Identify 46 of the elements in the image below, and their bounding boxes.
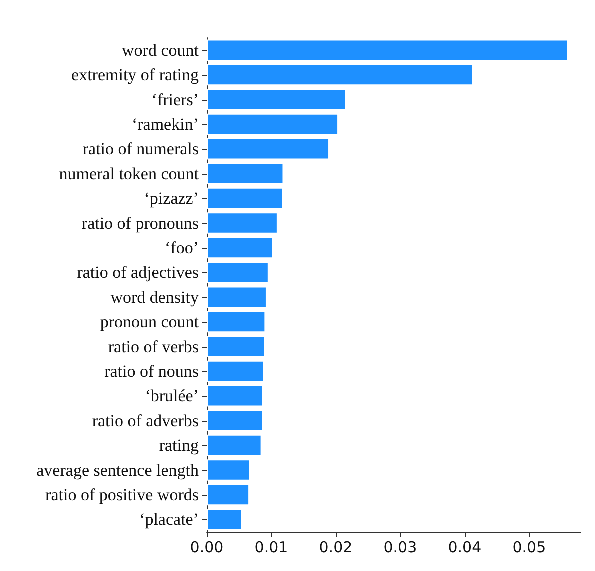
bar	[207, 286, 267, 308]
x-tick-label: 0.05	[512, 538, 546, 556]
bar	[207, 64, 474, 86]
x-tick-label: 0.03	[384, 538, 418, 556]
y-tick-label: average sentence length	[36, 460, 200, 480]
bar	[207, 336, 266, 358]
x-tick-label: 0.00	[190, 538, 224, 556]
y-tick-label: numeral token count	[59, 164, 200, 184]
bar	[207, 311, 266, 333]
y-tick-label: ‘placate’	[140, 510, 199, 530]
bar	[207, 114, 339, 136]
y-tick-label: pronoun count	[100, 312, 200, 332]
y-tick-label: ratio of verbs	[108, 337, 199, 356]
y-tick-label: ‘foo’	[165, 238, 199, 258]
y-tick-label: ratio of adjectives	[77, 263, 199, 282]
bar	[207, 262, 269, 284]
bar	[207, 163, 284, 184]
x-tick-label: 0.02	[319, 538, 353, 556]
bar	[207, 138, 330, 160]
bar	[207, 509, 242, 530]
y-tick-label: ratio of positive words	[46, 485, 199, 504]
bar	[207, 434, 262, 456]
y-tick-label: word count	[122, 40, 200, 60]
y-tick-label: extremity of rating	[72, 66, 200, 85]
y-tick-label: ratio of pronouns	[82, 214, 199, 233]
y-tick-label: ‘brulée’	[145, 386, 199, 406]
bar	[207, 237, 274, 259]
y-tick-label: rating	[159, 436, 200, 456]
bar	[207, 460, 250, 481]
y-tick-label: ratio of adverbs	[92, 411, 199, 430]
bar	[207, 360, 264, 382]
y-tick-label: ‘ramekin’	[132, 114, 199, 134]
x-tick-label: 0.01	[254, 538, 288, 556]
y-tick-label: ratio of numerals	[82, 140, 199, 159]
x-tick-label: 0.04	[448, 538, 482, 556]
y-tick-label: ‘pizazz’	[144, 189, 199, 208]
bar	[207, 386, 264, 407]
y-tick-label: ‘friers’	[152, 90, 199, 110]
y-tick-label: word density	[110, 288, 200, 307]
bar	[207, 212, 278, 234]
bar	[207, 89, 346, 110]
y-tick-label: ratio of nouns	[104, 362, 199, 381]
bar	[207, 188, 284, 210]
bar	[207, 410, 264, 432]
bar	[207, 40, 568, 61]
bar	[207, 484, 250, 506]
